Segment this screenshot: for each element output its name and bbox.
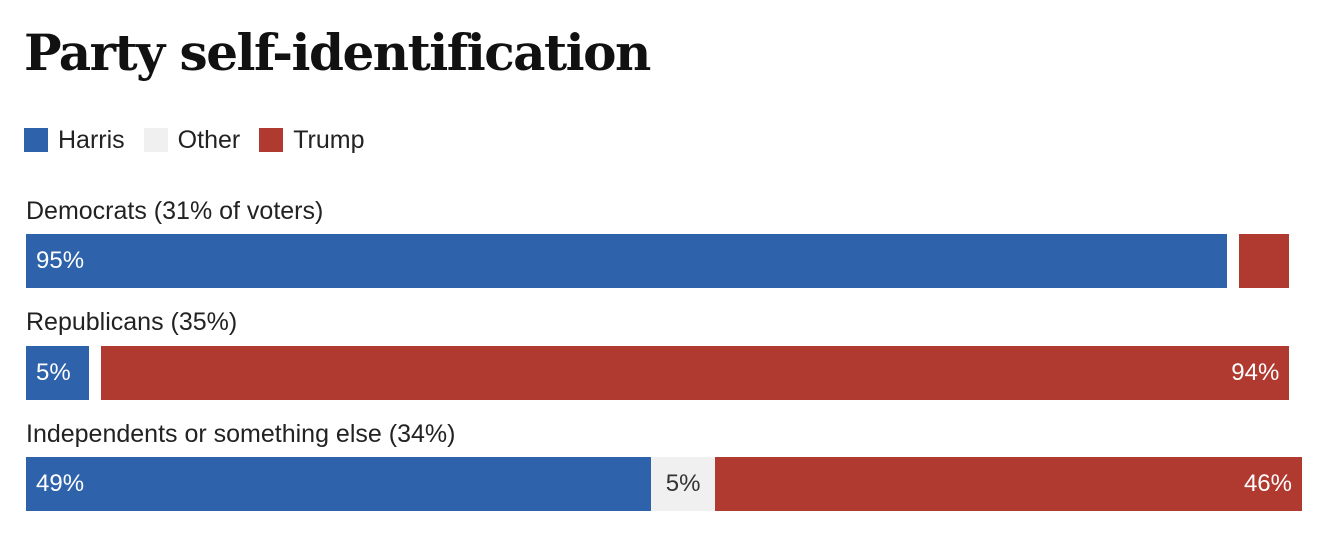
bar-segment-harris: 5%	[26, 346, 90, 400]
bar-segment-trump: 94%	[101, 346, 1290, 400]
bar-segment-harris: 49%	[26, 457, 652, 511]
data-label: 5%	[665, 470, 701, 497]
chart-title: Party self-identification	[24, 23, 651, 82]
stacked-bar: 49% 5% 46%	[26, 457, 1302, 511]
data-label: 5%	[36, 359, 71, 386]
bar-segment-other: 5%	[651, 457, 716, 511]
category-label: Independents or something else (34%)	[26, 420, 456, 448]
legend-item-trump: Trump	[259, 125, 365, 155]
legend-item-harris: Harris	[24, 126, 125, 155]
data-label: 94%	[1231, 359, 1280, 386]
harris-swatch	[24, 128, 48, 152]
legend-item-other: Other	[143, 125, 241, 155]
data-label: 95%	[36, 247, 85, 274]
bar-segment-trump: 46%	[715, 457, 1302, 511]
bar-segment-harris: 95%	[26, 234, 1227, 288]
other-swatch	[143, 128, 168, 152]
bar-segment-trump	[1238, 234, 1290, 288]
data-label: 46%	[1243, 470, 1292, 497]
legend: Harris Other Trump	[24, 124, 384, 156]
data-label: 49%	[36, 470, 85, 497]
stacked-bar: 5% 94%	[26, 346, 1302, 400]
trump-swatch	[259, 128, 284, 152]
legend-label: Trump	[293, 125, 365, 154]
category-label: Democrats (31% of voters)	[26, 197, 324, 225]
legend-label: Harris	[58, 125, 125, 154]
category-label: Republicans (35%)	[26, 308, 238, 336]
legend-label: Other	[177, 125, 241, 154]
stacked-bar: 95%	[26, 234, 1302, 288]
